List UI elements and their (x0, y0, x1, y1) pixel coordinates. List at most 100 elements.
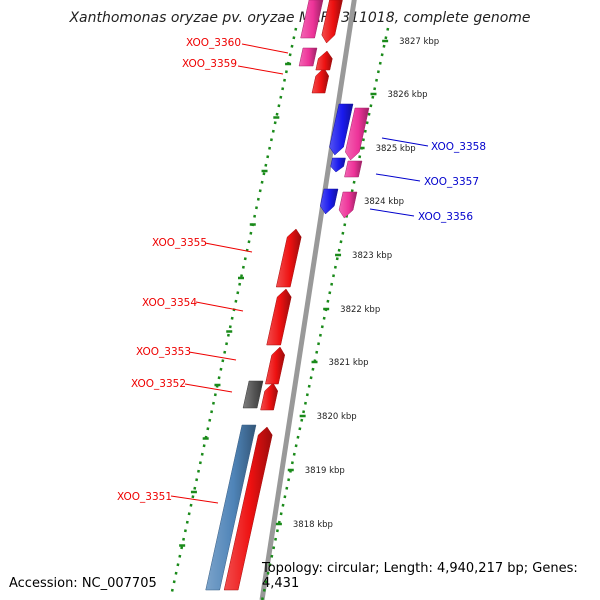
left-tick-track (187, 512, 191, 516)
gene-xoo-3360-red[interactable] (321, 0, 343, 44)
right-tick-track (373, 87, 377, 91)
left-tick-track (182, 537, 186, 541)
gene-label[interactable]: XOO_3357 (424, 176, 479, 188)
left-tick-track (225, 342, 229, 346)
right-tick-track (307, 384, 311, 388)
right-tick-track (378, 61, 382, 65)
right-tick-track (332, 274, 335, 278)
left-tick-track (228, 325, 232, 329)
left-tick-track (292, 36, 296, 40)
left-tick-track (247, 240, 251, 244)
right-tick-track (305, 393, 309, 397)
left-tick-track (234, 299, 238, 303)
gene-label[interactable]: XOO_3356 (418, 211, 473, 223)
left-tick-track (284, 70, 288, 74)
right-tick-track (287, 478, 291, 482)
left-tick-track (230, 316, 234, 320)
right-tick-track (330, 282, 334, 286)
gene-xoo-3356-pink[interactable] (338, 191, 358, 219)
gene-label[interactable]: XOO_3354 (142, 297, 197, 309)
left-tick-track (256, 197, 260, 201)
right-tick-track (318, 333, 322, 337)
left-tick-track (191, 495, 195, 499)
gene-label-leader (241, 43, 289, 54)
left-tick-track (183, 529, 187, 533)
left-tick-track (253, 214, 257, 218)
right-tick-track (302, 410, 306, 414)
gene-xoo-3351[interactable] (223, 426, 273, 591)
left-tick-track (268, 146, 272, 150)
gene-label[interactable]: XOO_3360 (186, 37, 241, 49)
right-tick-track (333, 265, 337, 269)
left-tick-track (271, 129, 275, 133)
right-tick-track (339, 240, 343, 244)
right-tick-track (326, 299, 330, 303)
gene-xoo-3360-pink[interactable] (300, 0, 324, 39)
left-tick-track (255, 206, 258, 210)
gene-label-leader (375, 173, 421, 182)
gene-xoo-3353[interactable] (265, 346, 286, 385)
gene-xoo-3360[interactable] (315, 50, 333, 71)
gene-xoo-3352-red[interactable] (260, 382, 279, 411)
gene-label-leader (188, 351, 237, 361)
left-tick-track (281, 87, 285, 91)
left-tick-track (208, 418, 212, 422)
gene-label-leader (369, 208, 415, 217)
left-tick-track (260, 180, 264, 184)
gene-xoo-3357[interactable] (330, 157, 346, 173)
gene-xoo-3354[interactable] (266, 288, 292, 346)
right-tick-track (264, 580, 268, 584)
gene-xoo-3358-pink[interactable] (345, 107, 370, 161)
right-tick-track (298, 427, 302, 431)
gene-xoo-3355[interactable] (275, 228, 302, 288)
right-tick-track (266, 571, 270, 575)
right-tick-track (311, 367, 315, 371)
scale-label: 3822 kbp (340, 305, 380, 315)
left-tick-track (210, 410, 214, 414)
gene-label[interactable]: XOO_3353 (136, 346, 191, 358)
genome-backbone (259, 0, 357, 600)
right-tick-track (322, 316, 326, 320)
gene-label[interactable]: XOO_3358 (431, 141, 486, 153)
right-tick-track (279, 512, 283, 516)
left-tick-track (226, 333, 230, 337)
right-tick-track (337, 248, 341, 252)
gene-label-leader (170, 495, 219, 504)
scale-label: 3819 kbp (305, 466, 345, 476)
left-tick-track (238, 282, 242, 286)
right-tick-track (294, 444, 298, 448)
left-tick-track (211, 401, 215, 405)
right-tick-track (371, 95, 375, 99)
right-tick-track (358, 155, 362, 159)
gene-label[interactable]: XOO_3355 (152, 237, 207, 249)
left-tick-track (176, 563, 180, 567)
scale-label: 3823 kbp (352, 251, 392, 261)
right-tick-track (384, 36, 388, 40)
left-tick-track (275, 112, 279, 116)
gene-xoo-3357-pink[interactable] (344, 160, 363, 178)
gene-xoo-3358[interactable] (329, 103, 354, 156)
right-tick-track (367, 112, 371, 116)
scale-label: 3824 kbp (364, 197, 404, 207)
left-tick-track (198, 461, 202, 465)
right-tick-track (290, 461, 294, 465)
left-tick-track (174, 571, 178, 575)
gene-xoo-3352[interactable] (242, 380, 264, 409)
right-tick-track (363, 129, 367, 133)
gene-xoo-3359[interactable] (311, 67, 330, 94)
gene-xoo-3351-steel[interactable] (205, 424, 257, 591)
left-tick-track (185, 520, 189, 524)
left-tick-track (266, 155, 270, 159)
gene-label[interactable]: XOO_3359 (182, 58, 237, 70)
right-tick-track (341, 231, 345, 235)
gene-xoo-3359-pink[interactable] (298, 47, 318, 67)
right-tick-track (335, 257, 339, 261)
gene-label-leader (204, 242, 253, 253)
gene-label[interactable]: XOO_3351 (117, 491, 172, 503)
left-tick-track (290, 44, 294, 48)
gene-label[interactable]: XOO_3352 (131, 378, 186, 390)
right-tick-track (268, 563, 272, 567)
right-tick-track (274, 537, 278, 541)
gene-xoo-3356[interactable] (319, 188, 339, 215)
